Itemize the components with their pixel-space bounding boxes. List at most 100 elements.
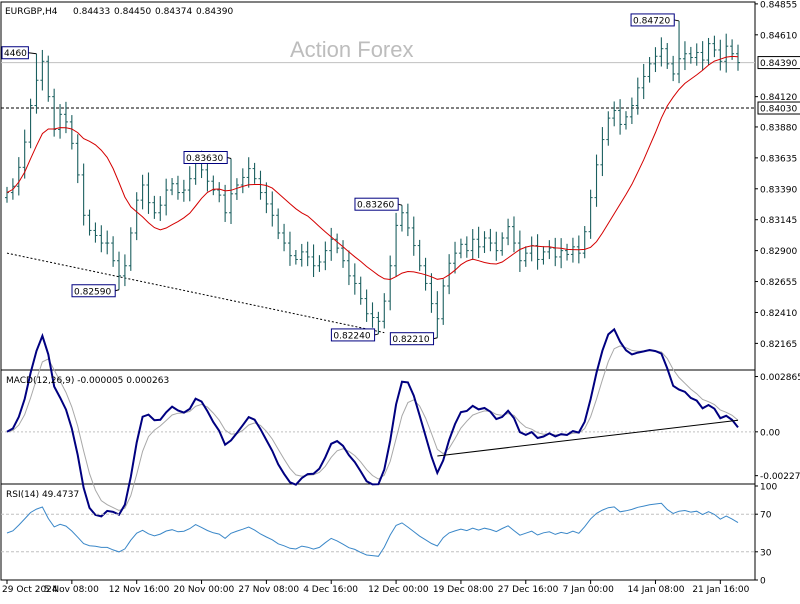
price-bar-107 [635,77,640,115]
price-bar-16 [99,225,104,253]
macd-line [6,327,739,518]
price-bar-61 [364,289,369,322]
price-bar-74 [441,279,446,325]
price-bar-70 [417,239,422,271]
price-bar-118 [700,41,705,71]
annotation-label-3: 0.82240 [333,331,370,341]
price-bar-42 [252,162,257,184]
price-bar-80 [476,226,481,259]
macd-signal-line [6,345,739,512]
price-axis-support-box [757,101,800,115]
x-axis-label-7: 19 Dec 08:00 [433,585,494,595]
annotation-leader-0 [28,52,37,55]
price-axis-label-3: 0.84120 [760,93,797,103]
price-bar-101 [600,127,605,177]
x-axis-label-1: 5 Nov 08:00 [44,585,99,595]
price-bar-110 [653,47,658,73]
annotation-label-3-box [330,328,376,342]
price-bar-81 [482,231,487,253]
price-bar-62 [370,302,375,328]
price-bar-102 [606,111,611,146]
moving-average-line [6,55,739,281]
price-bar-112 [665,43,670,69]
annotation-label-5-box [389,332,435,346]
annotation-leader-4 [398,203,403,206]
price-bar-57 [341,240,346,268]
price-bar-24 [146,172,151,214]
x-axis-label-8: 27 Dec 16:00 [498,585,559,595]
macd-axis-label-1: 0.00 [760,428,780,438]
price-bar-78 [464,236,469,258]
price-bar-59 [352,263,357,295]
price-bar-99 [588,189,593,239]
price-bar-111 [659,37,664,67]
price-bar-56 [335,233,340,254]
price-bar-31 [187,166,192,202]
price-bar-115 [682,41,687,71]
price-bar-11 [69,115,74,150]
price-bar-92 [547,240,552,260]
price-axis-label-5: 0.83880 [760,123,797,133]
price-bar-119 [706,37,711,66]
macd-label: MACD(12,26,9) -0.000005 0.000263 [6,376,169,386]
x-axis-label-11: 21 Jan 16:00 [692,585,749,595]
price-bar-103 [612,101,617,127]
price-bar-116 [688,46,693,64]
header-close: 0.84390 [196,7,233,17]
price-bar-85 [506,218,511,246]
price-bar-17 [105,230,110,255]
price-axis-label-10: 0.82655 [760,278,797,288]
price-bar-30 [181,179,186,202]
annotation-leader-5 [433,337,438,340]
price-axis-label-12: 0.82165 [760,340,797,350]
price-bar-15 [93,222,98,243]
price-axis-support: 0.84030 [760,105,797,115]
price-bar-66 [394,212,399,278]
x-axis-label-6: 12 Dec 00:00 [368,585,429,595]
rsi-line [6,502,739,557]
price-axis-current-box [757,56,800,70]
price-bar-114 [677,20,682,84]
header-high: 0.84450 [114,7,151,17]
annotation-label-2: 0.83630 [186,154,223,164]
price-bar-90 [535,234,540,270]
price-bar-113 [671,55,676,82]
price-bar-53 [317,255,322,272]
price-bar-14 [87,209,92,236]
price-axis-label-0: 0.84855 [760,0,797,10]
price-bar-7 [46,55,51,102]
rsi-axis-label-3: 0 [760,577,766,587]
price-bar-23 [140,174,145,210]
price-bar-21 [128,227,133,271]
price-bar-60 [358,276,363,305]
annotation-label-5: 0.82210 [392,335,429,345]
x-axis-label-3: 20 Nov 00:00 [174,585,235,595]
price-bar-27 [164,178,169,216]
price-axis-label-6: 0.83635 [760,154,797,164]
symbol-label: EURGBP,H4 [5,7,58,17]
price-bar-87 [517,230,522,272]
price-bar-52 [311,244,316,278]
price-axis-current: 0.84390 [760,59,797,69]
price-bar-63 [376,311,381,334]
annotation-leader-2 [227,157,232,159]
x-axis-label-2: 12 Nov 16:00 [109,585,170,595]
price-bar-41 [246,157,251,188]
price-bar-3 [22,129,27,179]
price-axis-label-8: 0.83145 [760,216,797,226]
header-open: 0.84433 [73,7,110,17]
price-bar-40 [240,168,245,194]
annotation-label-4: 0.83260 [357,201,394,211]
price-bar-4 [28,98,33,149]
price-bar-43 [258,170,263,200]
annotation-label-2-box [183,150,228,164]
x-axis-label-0: 29 Oct 2024 [2,585,58,595]
price-bar-6 [40,49,45,91]
price-bar-50 [299,243,304,267]
price-bar-109 [647,57,652,83]
macd-axis-label-0: 0.002865 [760,373,800,383]
